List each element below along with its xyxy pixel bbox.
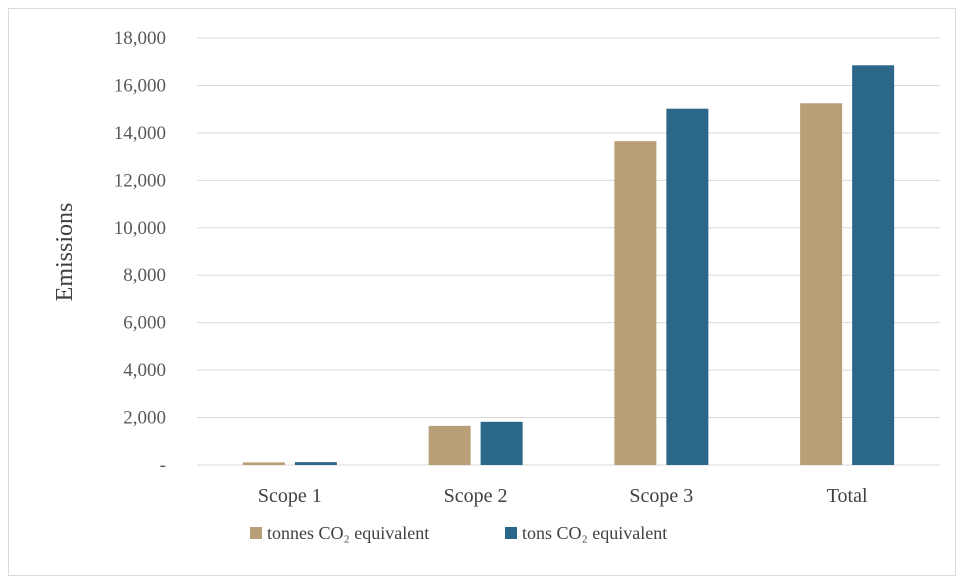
x-category-label: Total <box>827 485 868 507</box>
y-tick-label: 8,000 <box>123 265 166 286</box>
legend: tonnes CO₂ equivalent tons CO₂ equivalent <box>250 523 667 543</box>
y-tick-label: 18,000 <box>114 28 166 49</box>
x-category-label: Scope 1 <box>258 485 322 507</box>
legend-swatch <box>505 527 517 539</box>
bar-scope-3-series-2 <box>666 108 709 465</box>
chart-frame <box>8 8 956 576</box>
bar-scope-1-series-2 <box>294 462 337 465</box>
y-tick-label: 16,000 <box>114 75 166 96</box>
y-tick-label: - <box>160 455 166 476</box>
bar-total-series-1 <box>800 103 843 465</box>
x-category-label: Scope 3 <box>629 485 693 507</box>
bar-total-series-2 <box>852 65 895 466</box>
bars <box>242 65 895 466</box>
y-tick-label: 10,000 <box>114 218 166 239</box>
y-tick-label: 4,000 <box>123 360 166 381</box>
y-axis-label: Emissions <box>52 203 78 302</box>
legend-label: tons CO₂ equivalent <box>522 523 667 543</box>
legend-label: tonnes CO₂ equivalent <box>267 523 429 543</box>
bar-scope-3-series-1 <box>614 141 657 466</box>
bar-scope-1-series-1 <box>242 462 285 465</box>
bar-scope-2-series-2 <box>480 421 523 465</box>
legend-swatch <box>250 527 262 539</box>
y-axis-ticks: - 2,000 4,000 6,000 8,000 10,000 12,000 14,000 1… <box>114 28 166 476</box>
y-tick-label: 2,000 <box>123 408 166 429</box>
bar-scope-2-series-1 <box>428 425 471 465</box>
y-tick-label: 6,000 <box>123 313 166 334</box>
x-category-label: Scope 2 <box>444 485 508 507</box>
y-tick-label: 12,000 <box>114 170 166 191</box>
y-tick-label: 14,000 <box>114 123 166 144</box>
x-axis-categories: Scope 1 Scope 2 Scope 3 Total <box>258 485 868 507</box>
